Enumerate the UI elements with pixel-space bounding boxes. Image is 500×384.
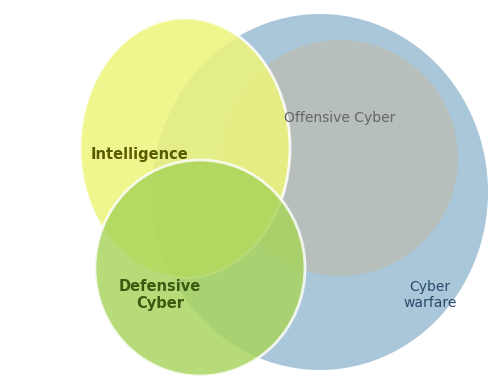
Text: Intelligence: Intelligence — [91, 147, 189, 162]
Ellipse shape — [152, 14, 488, 370]
Text: Cyber
warfare: Cyber warfare — [404, 280, 456, 310]
Ellipse shape — [222, 40, 458, 276]
Ellipse shape — [80, 18, 290, 278]
Ellipse shape — [95, 160, 305, 376]
Text: Defensive
Cyber: Defensive Cyber — [119, 279, 201, 311]
Text: Offensive Cyber: Offensive Cyber — [284, 111, 396, 125]
